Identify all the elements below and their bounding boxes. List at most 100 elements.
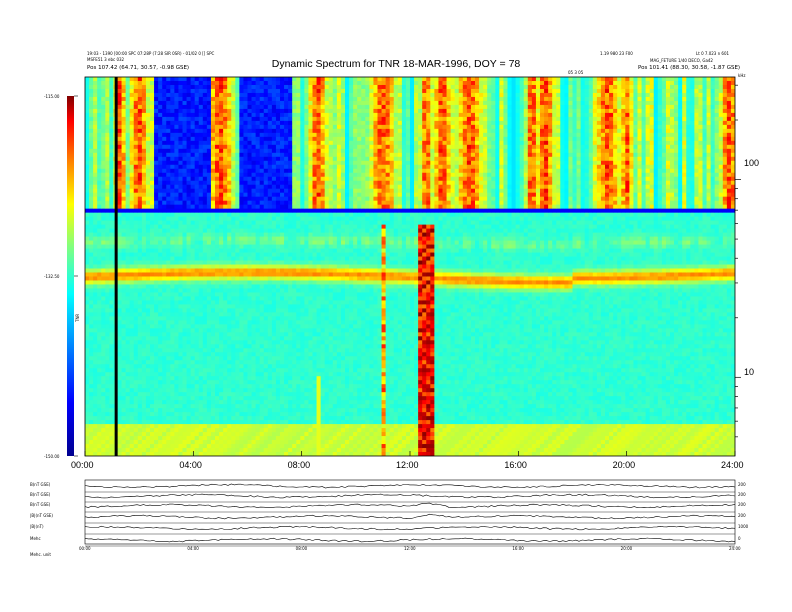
- heatmap-cell: [219, 221, 223, 225]
- heatmap-cell: [158, 185, 162, 189]
- heatmap-cell: [296, 177, 300, 181]
- heatmap-cell: [130, 276, 134, 280]
- heatmap-cell: [162, 356, 166, 360]
- heatmap-cell: [239, 105, 243, 109]
- heatmap-cell: [235, 237, 239, 241]
- heatmap-cell: [109, 276, 113, 280]
- heatmap-cell: [126, 396, 130, 400]
- heatmap-cell: [235, 412, 239, 416]
- heatmap-cell: [122, 129, 126, 133]
- heatmap-cell: [235, 376, 239, 380]
- heatmap-cell: [122, 444, 126, 448]
- heatmap-cell: [260, 77, 264, 81]
- heatmap-cell: [264, 432, 268, 436]
- heatmap-cell: [219, 376, 223, 380]
- heatmap-cell: [252, 81, 256, 85]
- heatmap-cell: [109, 153, 113, 157]
- heatmap-cell: [252, 125, 256, 129]
- heatmap-cell: [183, 304, 187, 308]
- heatmap-cell: [187, 436, 191, 440]
- heatmap-cell: [93, 257, 97, 261]
- heatmap-cell: [105, 193, 109, 197]
- heatmap-cell: [118, 113, 122, 117]
- heatmap-cell: [109, 308, 113, 312]
- heatmap-cell: [243, 360, 247, 364]
- heatmap-cell: [174, 312, 178, 316]
- heatmap-cell: [109, 161, 113, 165]
- heatmap-cell: [239, 364, 243, 368]
- heatmap-cell: [256, 328, 260, 332]
- heatmap-cell: [288, 193, 292, 197]
- heatmap-cell: [235, 257, 239, 261]
- heatmap-cell: [134, 237, 138, 241]
- heatmap-cell: [130, 340, 134, 344]
- heatmap-cell: [248, 101, 252, 105]
- heatmap-cell: [138, 253, 142, 257]
- heatmap-cell: [154, 372, 158, 376]
- heatmap-cell: [288, 380, 292, 384]
- heatmap-cell: [211, 129, 215, 133]
- heatmap-cell: [260, 440, 264, 444]
- heatmap-cell: [93, 404, 97, 408]
- heatmap-cell: [174, 153, 178, 157]
- heatmap-cell: [219, 280, 223, 284]
- heatmap-cell: [219, 340, 223, 344]
- heatmap-cell: [264, 141, 268, 145]
- heatmap-cell: [154, 432, 158, 436]
- heatmap-cell: [85, 161, 89, 165]
- heatmap-cell: [227, 93, 231, 97]
- heatmap-cell: [260, 384, 264, 388]
- heatmap-cell: [252, 372, 256, 376]
- heatmap-cell: [243, 436, 247, 440]
- heatmap-cell: [89, 300, 93, 304]
- heatmap-cell: [85, 392, 89, 396]
- heatmap-cell: [239, 137, 243, 141]
- heatmap-cell: [105, 209, 109, 213]
- heatmap-cell: [85, 117, 89, 121]
- heatmap-cell: [162, 324, 166, 328]
- heatmap-cell: [134, 356, 138, 360]
- heatmap-cell: [284, 448, 288, 452]
- heatmap-cell: [260, 121, 264, 125]
- heatmap-cell: [166, 344, 170, 348]
- heatmap-cell: [158, 249, 162, 253]
- heatmap-cell: [178, 400, 182, 404]
- heatmap-cell: [248, 424, 252, 428]
- heatmap-cell: [166, 189, 170, 193]
- heatmap-cell: [166, 276, 170, 280]
- heatmap-cell: [162, 185, 166, 189]
- heatmap-cell: [256, 205, 260, 209]
- heatmap-cell: [85, 185, 89, 189]
- heatmap-cell: [239, 400, 243, 404]
- heatmap-cell: [211, 193, 215, 197]
- heatmap-cell: [296, 121, 300, 125]
- heatmap-cell: [97, 253, 101, 257]
- heatmap-cell: [199, 396, 203, 400]
- heatmap-cell: [284, 237, 288, 241]
- heatmap-cell: [252, 201, 256, 205]
- heatmap-cell: [260, 145, 264, 149]
- heatmap-cell: [134, 372, 138, 376]
- heatmap-cell: [211, 424, 215, 428]
- heatmap-cell: [219, 125, 223, 129]
- heatmap-cell: [134, 444, 138, 448]
- heatmap-cell: [239, 420, 243, 424]
- heatmap-cell: [154, 368, 158, 372]
- heatmap-cell: [268, 412, 272, 416]
- heatmap-cell: [199, 412, 203, 416]
- heatmap-cell: [150, 185, 154, 189]
- heatmap-cell: [130, 428, 134, 432]
- heatmap-cell: [162, 161, 166, 165]
- heatmap-cell: [252, 97, 256, 101]
- heatmap-cell: [178, 368, 182, 372]
- heatmap-cell: [272, 157, 276, 161]
- heatmap-cell: [215, 444, 219, 448]
- heatmap-cell: [272, 229, 276, 233]
- heatmap-cell: [219, 137, 223, 141]
- heatmap-cell: [239, 101, 243, 105]
- heatmap-cell: [243, 376, 247, 380]
- heatmap-cell: [296, 169, 300, 173]
- heatmap-cell: [284, 125, 288, 129]
- heatmap-cell: [97, 257, 101, 261]
- heatmap-cell: [138, 109, 142, 113]
